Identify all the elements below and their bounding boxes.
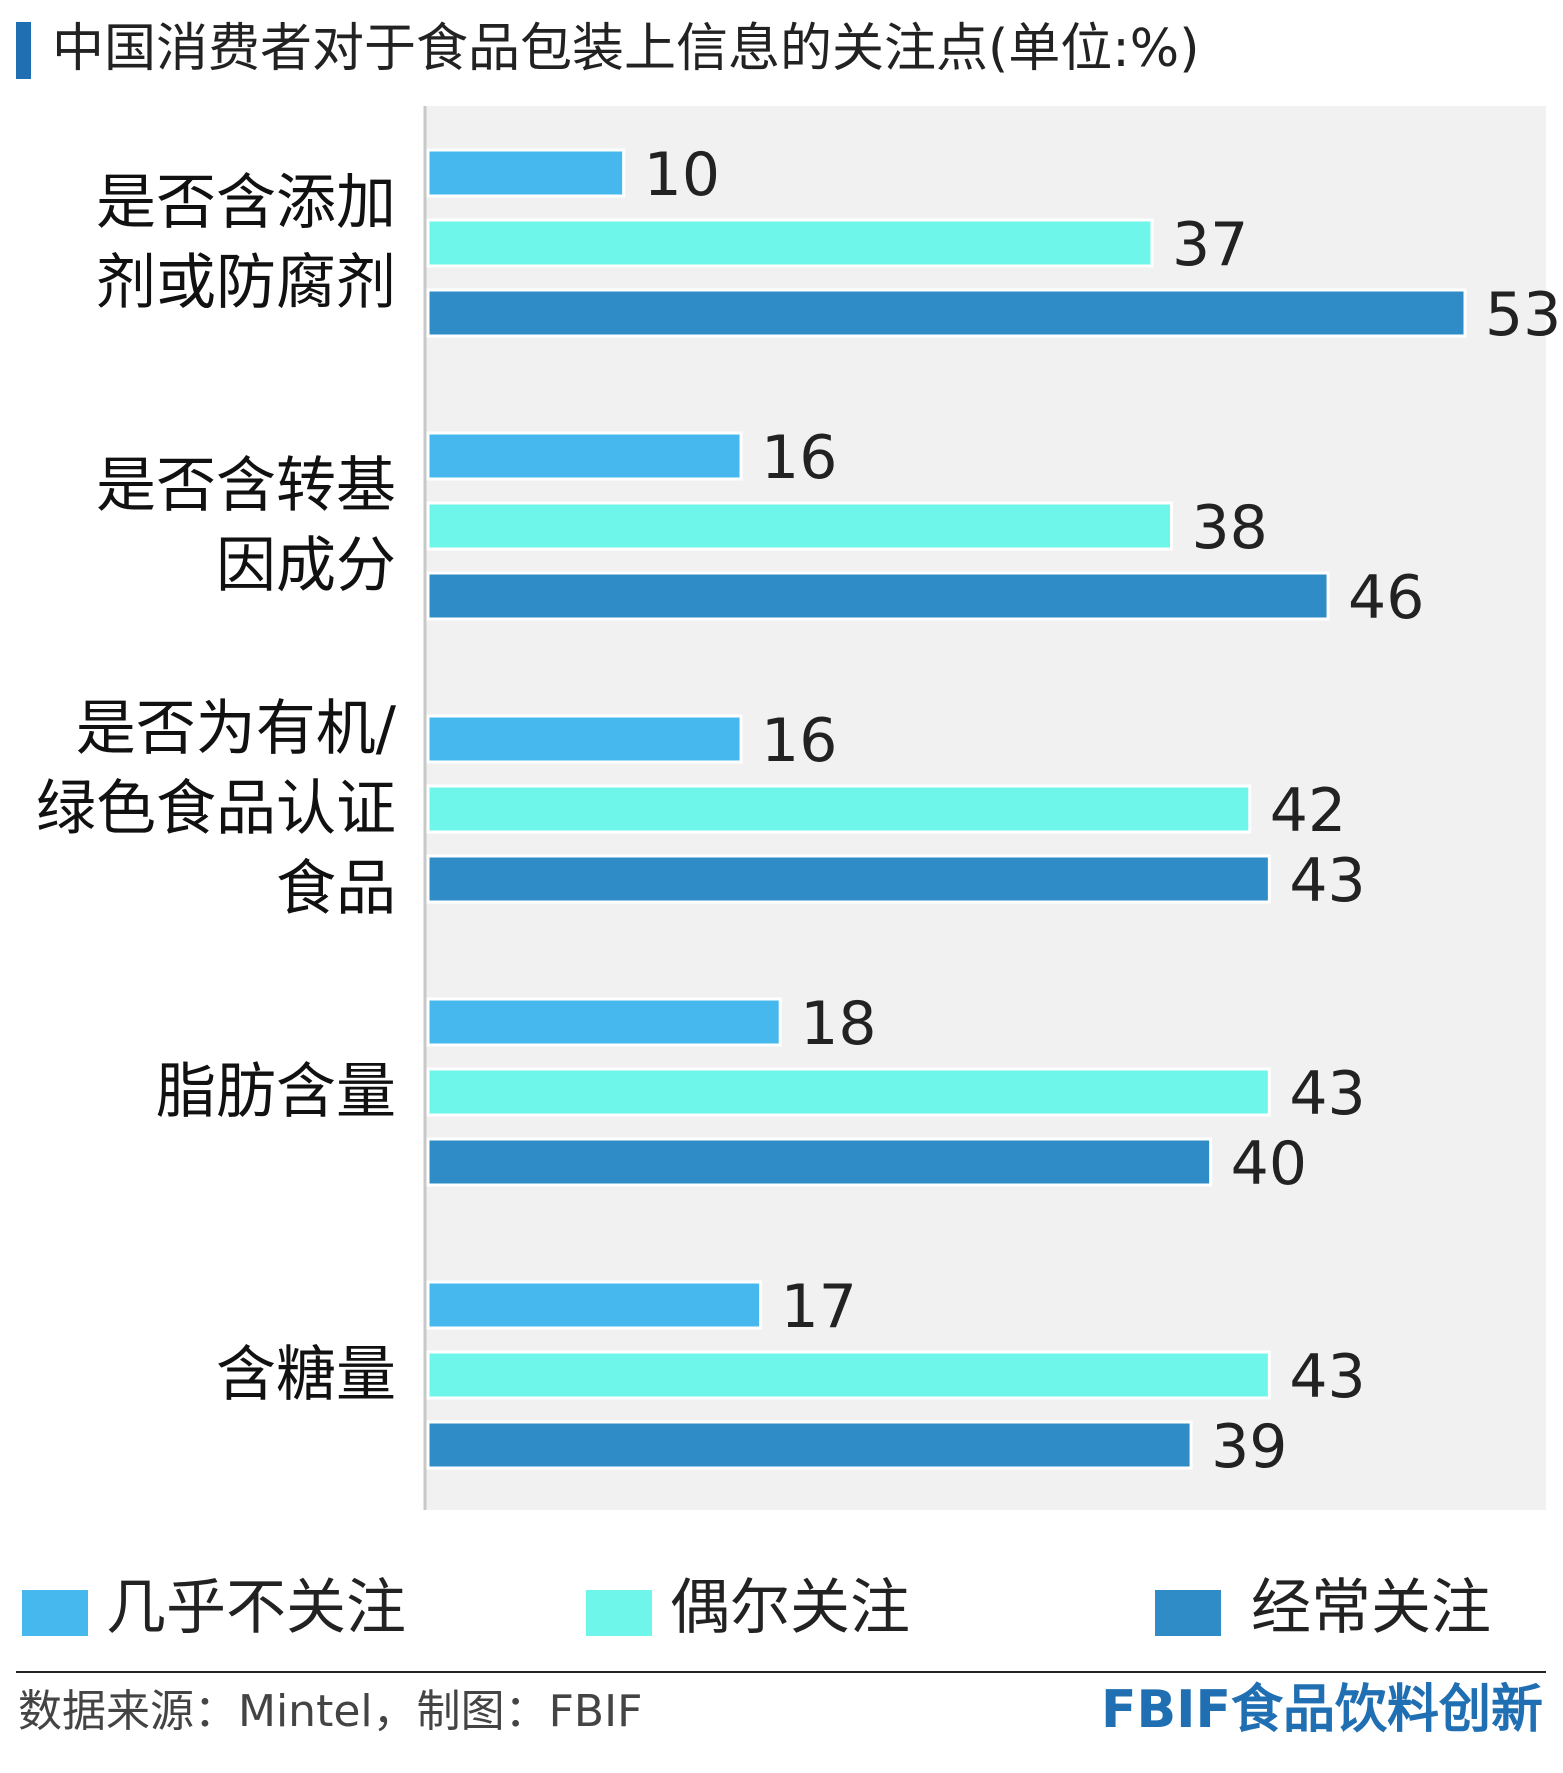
category-label-4: 含糖量 [0, 1335, 396, 1415]
category-label-line: 是否为有机/ [75, 694, 396, 764]
bar-1-1 [426, 501, 1174, 551]
value-label-4-0: 17 [781, 1272, 857, 1342]
category-label-line: 含糖量 [216, 1340, 396, 1410]
title-accent-bar [16, 22, 31, 79]
category-label-line: 绿色食品认证 [36, 774, 396, 844]
value-label-2-2: 43 [1289, 846, 1365, 916]
value-label-3-0: 18 [800, 989, 876, 1059]
bar-2-0 [426, 714, 743, 764]
value-label-1-1: 38 [1192, 493, 1268, 563]
category-label-0: 是否含添加剂或防腐剂 [0, 163, 396, 323]
category-label-line: 是否含添加 [96, 168, 396, 238]
legend-label-2: 经常关注 [1251, 1573, 1491, 1643]
category-label-line: 剂或防腐剂 [96, 248, 396, 318]
value-label-0-1: 37 [1172, 210, 1248, 280]
category-label-1: 是否含转基因成分 [0, 446, 396, 606]
bar-0-0 [426, 148, 626, 198]
category-label-line: 因成分 [216, 531, 396, 601]
legend-swatch-1 [586, 1590, 652, 1636]
legend-label-1: 偶尔关注 [670, 1573, 910, 1643]
footer-divider [16, 1671, 1546, 1673]
source-note: 数据来源：Mintel，制图：FBIF [18, 1686, 643, 1737]
brand-logo-text: FBIF食品饮料创新 [1100, 1680, 1543, 1740]
legend-swatch-2 [1155, 1590, 1221, 1636]
category-label-line: 食品 [276, 854, 396, 924]
bar-2-2 [426, 854, 1271, 904]
value-label-2-1: 42 [1270, 776, 1346, 846]
value-label-1-0: 16 [761, 423, 837, 493]
legend-swatch-0 [22, 1590, 88, 1636]
bar-3-2 [426, 1137, 1213, 1187]
bar-3-0 [426, 997, 782, 1047]
value-label-3-2: 40 [1231, 1129, 1307, 1199]
value-label-4-2: 39 [1211, 1412, 1287, 1482]
category-label-3: 脂肪含量 [0, 1052, 396, 1132]
bar-3-1 [426, 1067, 1271, 1117]
bar-1-2 [426, 571, 1330, 621]
value-label-4-1: 43 [1289, 1342, 1365, 1412]
category-label-line: 是否含转基 [96, 451, 396, 521]
legend: 几乎不关注 偶尔关注 经常关注 [0, 1568, 1563, 1648]
value-label-1-2: 46 [1348, 563, 1424, 633]
bar-4-2 [426, 1420, 1193, 1470]
chart-title: 中国消费者对于食品包装上信息的关注点(单位:%) [52, 19, 1200, 79]
value-label-0-2: 53 [1485, 280, 1561, 350]
value-label-0-0: 10 [644, 140, 720, 210]
legend-label-0: 几乎不关注 [106, 1573, 406, 1643]
value-label-3-1: 43 [1289, 1059, 1365, 1129]
bar-0-1 [426, 218, 1154, 268]
category-label-line: 脂肪含量 [156, 1057, 396, 1127]
value-label-2-0: 16 [761, 706, 837, 776]
bar-0-2 [426, 288, 1467, 338]
bar-4-1 [426, 1350, 1271, 1400]
bar-4-0 [426, 1280, 763, 1330]
category-label-2: 是否为有机/绿色食品认证食品 [0, 689, 396, 929]
bar-1-0 [426, 431, 743, 481]
bar-2-1 [426, 784, 1252, 834]
